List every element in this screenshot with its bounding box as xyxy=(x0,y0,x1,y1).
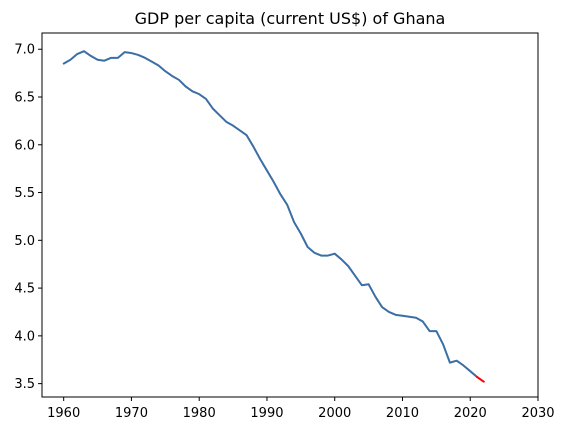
x-tick-label: 1970 xyxy=(115,406,148,421)
y-tick-label: 4.5 xyxy=(14,282,35,297)
chart-title: GDP per capita (current US$) of Ghana xyxy=(135,9,446,28)
y-tick-label: 6.5 xyxy=(14,91,35,106)
plot-area xyxy=(62,50,485,383)
x-tick-label: 1960 xyxy=(47,406,80,421)
y-tick-label: 6.0 xyxy=(14,138,35,153)
y-tick-label: 7.0 xyxy=(14,43,35,58)
series-line-1 xyxy=(476,375,485,383)
x-tick-label: 2010 xyxy=(386,406,419,421)
series-line-0 xyxy=(62,50,479,378)
y-tick-label: 5.0 xyxy=(14,234,35,249)
y-tick-label: 3.5 xyxy=(14,377,35,392)
x-tick-label: 2000 xyxy=(318,406,351,421)
x-tick-label: 1980 xyxy=(183,406,216,421)
y-tick-label: 5.5 xyxy=(14,186,35,201)
x-axis: 1960 1970 1980 1990 2000 2010 2020 2030 xyxy=(47,397,555,421)
x-tick-label: 2030 xyxy=(521,406,554,421)
y-tick-label: 4.0 xyxy=(14,329,35,344)
y-axis: 3.5 4.0 4.5 5.0 5.5 6.0 6.5 7.0 xyxy=(14,43,42,392)
x-tick-label: 1990 xyxy=(250,406,283,421)
x-tick-label: 2020 xyxy=(454,406,487,421)
axes-frame xyxy=(41,32,539,398)
